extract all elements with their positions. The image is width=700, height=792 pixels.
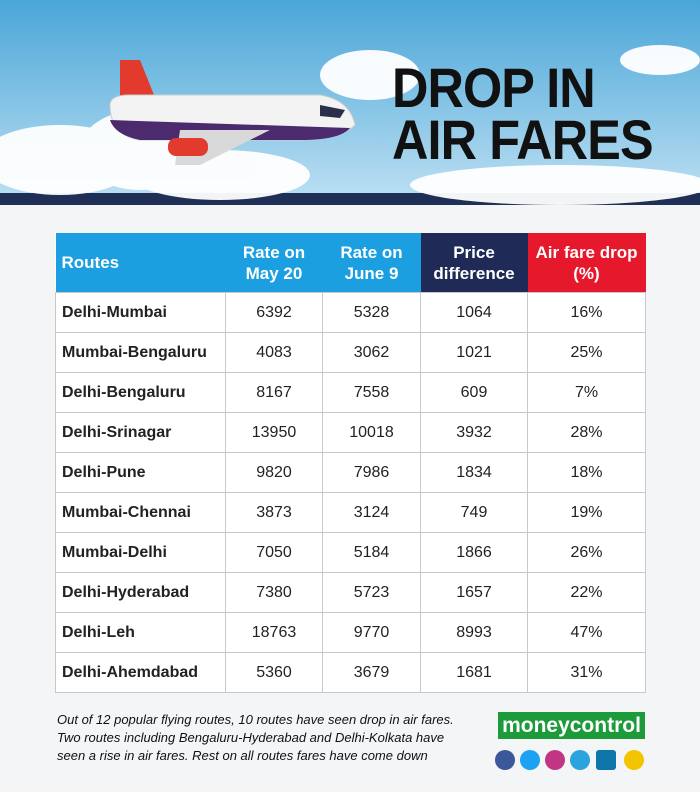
table-cell: 609 [420,372,528,413]
table-cell: Delhi-Mumbai [55,292,226,333]
table-row: Mumbai-Chennai 3873 3124 749 19% [55,492,646,533]
table-cell: 18% [527,452,646,493]
table-cell: 19% [527,492,646,533]
table-cell: 5723 [322,572,421,613]
title-line: AIR FARES [392,108,654,171]
table-cell: Delhi-Leh [55,612,226,653]
sky-banner [0,0,700,205]
table-cell: 3062 [322,332,421,373]
table-cell: 1021 [420,332,528,373]
footnote-line: Out of 12 popular flying routes, 10 rout… [57,712,454,727]
table-cell: 5184 [322,532,421,573]
table-cell: 1064 [420,292,528,333]
title-line: DROP IN [392,56,596,119]
table-cell: 1681 [420,652,528,693]
table-cell: Delhi-Bengaluru [55,372,226,413]
table-cell: 16% [527,292,646,333]
table-cell: 7380 [225,572,323,613]
table-cell: 7986 [322,452,421,493]
social-icons [495,750,644,770]
header-line: Routes [61,253,120,272]
column-header: Rate on May 20 [225,233,323,293]
header-line: May 20 [245,263,303,283]
table-cell: 8993 [420,612,528,653]
table-row: Delhi-Pune 9820 7986 1834 18% [55,452,646,493]
table-cell: 3932 [420,412,528,453]
header-line: Rate on [242,242,306,262]
table-cell: 1657 [420,572,528,613]
table-cell: 7558 [322,372,421,413]
table-cell: 47% [527,612,646,653]
table-cell: Delhi-Srinagar [55,412,226,453]
table-row: Delhi-Srinagar 13950 10018 3932 28% [55,412,646,453]
header-line: Air fare drop [535,242,638,262]
header-row: Routes Rate on May 20 Rate on June 9 Price dif… [55,233,646,293]
header-line: (%) [573,263,600,283]
table-cell: 1834 [420,452,528,493]
brand-logo: moneycontrol [498,712,645,739]
footnote-line: seen a rise in air fares. Rest on all ro… [57,748,428,763]
column-header: Air fare drop (%) [527,233,646,293]
table-cell: 28% [527,412,646,453]
table-cell: 5328 [322,292,421,333]
table-row: Delhi-Hyderabad 7380 5723 1657 22% [55,572,646,613]
table-cell: 5360 [225,652,323,693]
table-cell: 1866 [420,532,528,573]
table-row: Delhi-Ahemdabad 5360 3679 1681 31% [55,652,646,693]
table-cell: 18763 [225,612,323,653]
table-cell: 7050 [225,532,323,573]
column-header: Routes [55,233,226,293]
table-cell: 3124 [322,492,421,533]
table-cell: Delhi-Hyderabad [55,572,226,613]
table-cell: 25% [527,332,646,373]
header-line: Price [453,242,495,262]
table-cell: 8167 [225,372,323,413]
table-row: Delhi-Mumbai 6392 5328 1064 16% [55,292,646,333]
table-cell: 749 [420,492,528,533]
table-row: Delhi-Bengaluru 8167 7558 609 7% [55,372,646,413]
table-cell: 13950 [225,412,323,453]
header-line: difference [433,263,515,283]
table-cell: 3873 [225,492,323,533]
table-cell: 6392 [225,292,323,333]
table-cell: Delhi-Ahemdabad [55,652,226,693]
table-cell: 31% [527,652,646,693]
table-cell: 9770 [322,612,421,653]
table-cell: 3679 [322,652,421,693]
table-cell: 4083 [225,332,323,373]
table-cell: 10018 [322,412,421,453]
footnote: Out of 12 popular flying routes, 10 rout… [57,711,454,765]
table-cell: Delhi-Pune [55,452,226,493]
header-line: Rate on [340,242,403,262]
table-cell: Mumbai-Delhi [55,532,226,573]
header-line: June 9 [344,263,399,283]
column-header: Price difference [420,233,528,293]
fare-table: Routes Rate on May 20 Rate on June 9 Price dif… [55,233,646,693]
table-cell: Mumbai-Bengaluru [55,332,226,373]
table-cell: 26% [527,532,646,573]
table-row: Mumbai-Delhi 7050 5184 1866 26% [55,532,646,573]
column-header: Rate on June 9 [322,233,421,293]
table-cell: Mumbai-Chennai [55,492,226,533]
airplane [109,60,356,165]
title: DROP IN AIR FARES [392,56,682,171]
table-row: Mumbai-Bengaluru 4083 3062 1021 25% [55,332,646,373]
table-cell: 22% [527,572,646,613]
table-cell: 7% [527,372,646,413]
table-row: Delhi-Leh 18763 9770 8993 47% [55,612,646,653]
footnote-line: Two routes including Bengaluru-Hyderabad… [57,730,445,745]
table-cell: 9820 [225,452,323,493]
